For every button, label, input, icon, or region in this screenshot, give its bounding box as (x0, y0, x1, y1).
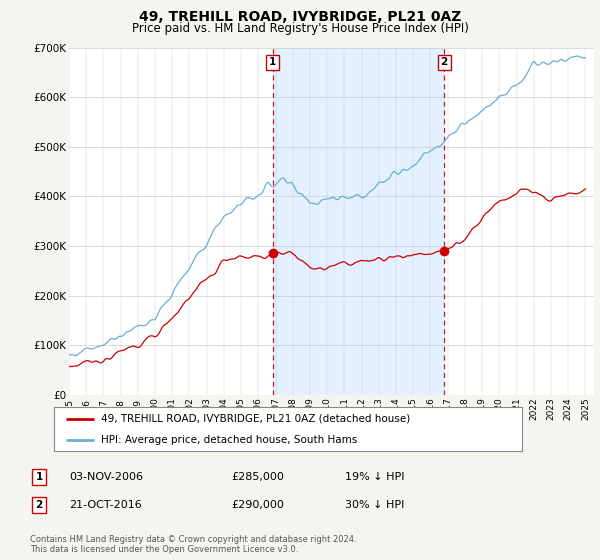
Text: 30% ↓ HPI: 30% ↓ HPI (345, 500, 404, 510)
Text: HPI: Average price, detached house, South Hams: HPI: Average price, detached house, Sout… (101, 435, 357, 445)
Text: 2: 2 (35, 500, 43, 510)
Text: 21-OCT-2016: 21-OCT-2016 (69, 500, 142, 510)
Text: 1: 1 (269, 58, 277, 68)
Text: £285,000: £285,000 (231, 472, 284, 482)
Bar (273, 48, 444, 395)
Text: 49, TREHILL ROAD, IVYBRIDGE, PL21 0AZ (detached house): 49, TREHILL ROAD, IVYBRIDGE, PL21 0AZ (d… (101, 414, 410, 424)
Text: 1: 1 (35, 472, 43, 482)
Text: 49, TREHILL ROAD, IVYBRIDGE, PL21 0AZ: 49, TREHILL ROAD, IVYBRIDGE, PL21 0AZ (139, 10, 461, 24)
Text: £290,000: £290,000 (231, 500, 284, 510)
Text: Price paid vs. HM Land Registry's House Price Index (HPI): Price paid vs. HM Land Registry's House … (131, 22, 469, 35)
Text: 03-NOV-2006: 03-NOV-2006 (69, 472, 143, 482)
Text: Contains HM Land Registry data © Crown copyright and database right 2024.
This d: Contains HM Land Registry data © Crown c… (30, 535, 356, 554)
Text: 19% ↓ HPI: 19% ↓ HPI (345, 472, 404, 482)
Text: 2: 2 (440, 58, 448, 68)
